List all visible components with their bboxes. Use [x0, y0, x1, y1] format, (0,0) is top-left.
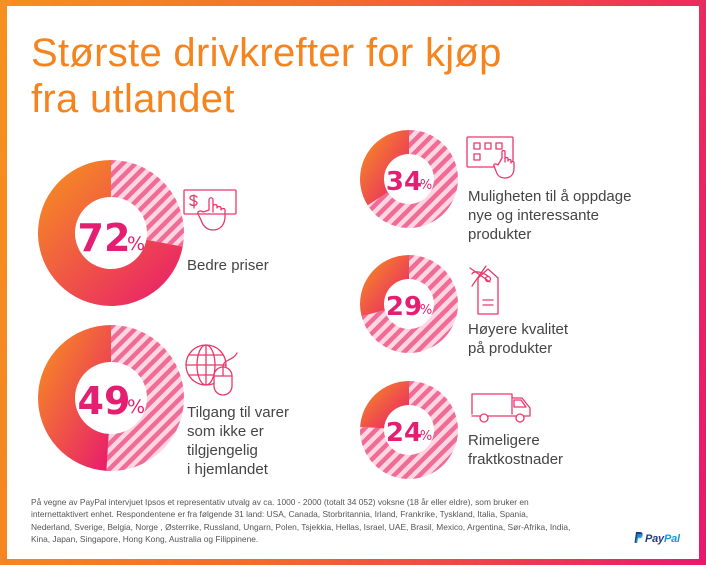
percent-sign: %: [420, 429, 432, 444]
label-line: fraktkostnader: [468, 451, 564, 468]
globe-mouse-icon: [185, 344, 238, 396]
percent-sign: %: [127, 233, 145, 255]
donut-chart-29: 29 %: [360, 255, 458, 353]
price-tag-icon: [469, 265, 499, 315]
percent-value: 24: [386, 418, 422, 448]
footnote-line: Nederland, Sverige, Belgia, Norge , Øste…: [31, 521, 571, 532]
donut-chart-72: 72 %: [38, 160, 184, 306]
label-line: Rimeligere: [468, 432, 540, 449]
driver-label-better-prices: Bedre priser: [187, 256, 269, 275]
label-line: som ikke er: [187, 423, 264, 440]
donut-value-arc: [360, 130, 409, 206]
brand-part-pal: Pal: [663, 533, 680, 545]
donut-value-arc: [360, 381, 409, 429]
percent-value: 29: [386, 292, 422, 322]
percent-value: 34: [386, 167, 422, 197]
label-line: produkter: [468, 226, 532, 243]
percent-value: 72: [78, 216, 131, 260]
label-line: Tilgang til varer: [187, 404, 289, 421]
title-line-2: fra utlandet: [31, 77, 235, 121]
donut-value-arc: [38, 160, 183, 306]
percent-sign: %: [127, 396, 145, 418]
label-line: på produkter: [468, 340, 553, 357]
touchscreen-tap-icon: [466, 136, 515, 179]
label-line: Muligheten til å oppdage: [468, 188, 632, 205]
driver-label-quality: Høyere kvalitet på produkter: [468, 320, 568, 358]
delivery-van-icon: [471, 393, 531, 423]
donut-chart-49: 49 %: [37, 325, 185, 471]
title-line-1: Største drivkrefter for kjøp: [31, 31, 502, 75]
label-line: i hjemlandet: [187, 461, 268, 478]
donut-remainder-arc: [111, 160, 184, 247]
percent-value: 49: [78, 379, 131, 423]
driver-label-availability: Tilgang til varer som ikke er tilgjengel…: [187, 403, 289, 479]
footnote-line: Kina, Japan, Singapore, Hong Kong, Austr…: [31, 534, 259, 545]
donut-remainder-arc: [106, 325, 185, 471]
percent-sign: %: [420, 178, 432, 193]
donut-remainder-arc: [360, 381, 458, 479]
paypal-p-icon: [634, 532, 643, 543]
label-line: tilgjengelig: [187, 442, 258, 459]
donut-remainder-arc: [361, 255, 458, 353]
label-line: nye og interessante: [468, 207, 599, 224]
donut-chart-34: 34 %: [360, 130, 458, 228]
label-line: Bedre priser: [187, 257, 269, 274]
driver-label-shipping: Rimeligere fraktkostnader: [468, 431, 563, 469]
hand-holding-dollar-card-icon: [183, 189, 237, 231]
paypal-logo: PayPal: [634, 532, 680, 545]
label-line: Høyere kvalitet: [468, 321, 569, 338]
page-title: Største drivkrefter for kjøp fra utlande…: [31, 30, 502, 122]
brand-part-pay: Pay: [645, 533, 664, 545]
donut-remainder-arc: [367, 130, 458, 228]
donut-chart-24: 24 %: [360, 381, 458, 479]
footnote-line: internettaktivert enhet. Respondentene e…: [31, 509, 529, 520]
donut-value-arc: [37, 325, 111, 471]
footnote-line: På vegne av PayPal intervjuet Ipsos et r…: [31, 497, 529, 507]
survey-footnote: På vegne av PayPal intervjuet Ipsos et r…: [31, 496, 601, 546]
donut-value-arc: [360, 255, 409, 317]
driver-label-discover: Muligheten til å oppdage nye og interess…: [468, 187, 631, 244]
percent-sign: %: [420, 303, 432, 318]
